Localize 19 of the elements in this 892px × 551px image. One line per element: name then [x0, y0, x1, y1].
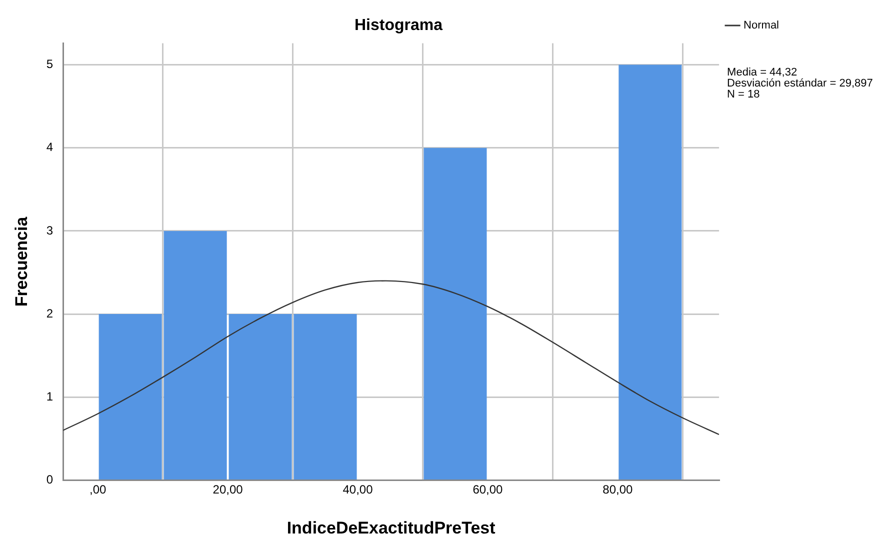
y-tick-label: 5 [46, 57, 54, 72]
text: Media = 44,32 [727, 66, 798, 79]
y-tick-label: 0 [46, 472, 54, 487]
y-tick-label: 1 [46, 389, 54, 404]
y-tick-label: 2 [46, 306, 54, 320]
y-tick-label: 4 [46, 140, 54, 154]
text: N = 18 [727, 88, 760, 101]
x-tick-label: 20,00 [212, 482, 244, 497]
x-tick-label: 60,00 [472, 482, 504, 497]
x-tick-label: ,00 [89, 482, 106, 497]
x-axis-title: IndiceDeExactitudPreTest [286, 518, 496, 538]
x-tick-label: 80,00 [602, 482, 634, 497]
text: Desviación estándar = 29,897 [727, 78, 873, 90]
legend-label: Normal [744, 20, 780, 32]
y-axis-title: Frecuencia [12, 216, 31, 307]
chart-title: Histograma [354, 17, 443, 34]
x-tick-label: 40,00 [342, 482, 374, 497]
y-tick-label: 3 [46, 223, 54, 238]
line-series [63, 280, 720, 436]
